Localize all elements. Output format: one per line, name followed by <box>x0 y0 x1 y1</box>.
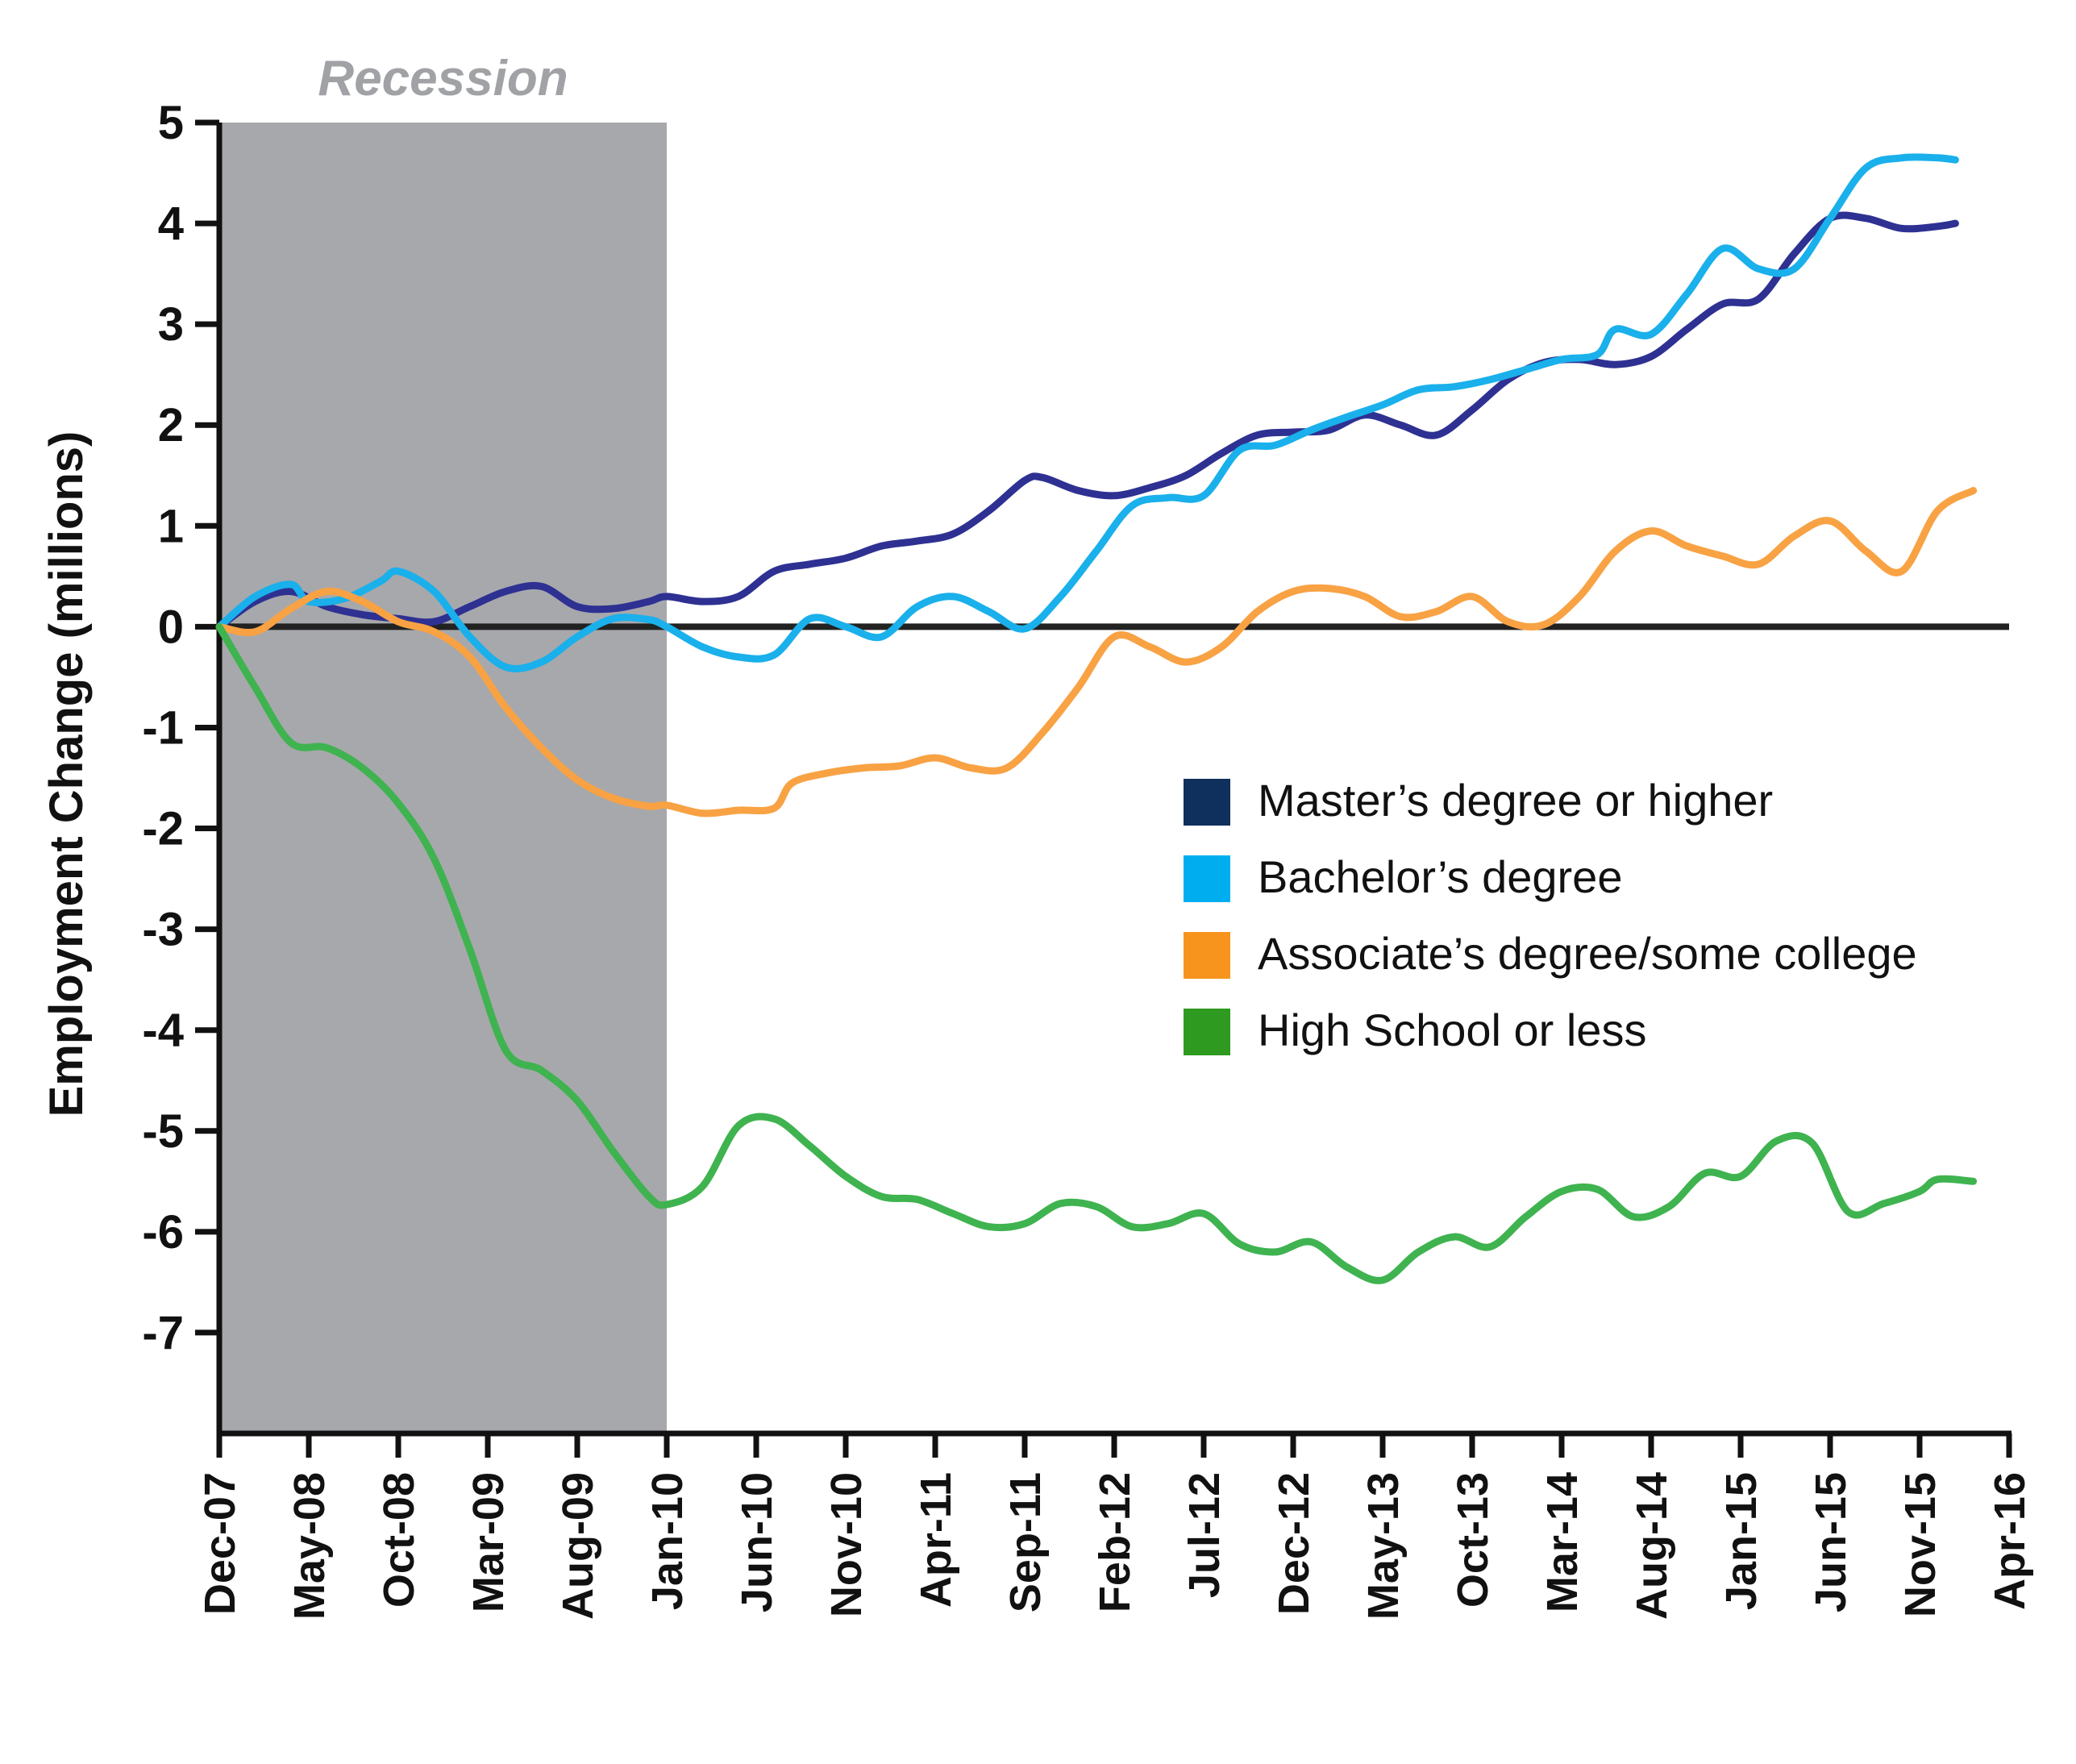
x-tick-label: Jan-10 <box>643 1472 692 1610</box>
legend-entry-label: High School or less <box>1258 1005 1646 1055</box>
legend-entry-label: Master’s degree or higher <box>1258 775 1773 826</box>
recession-layer: Recession <box>219 51 667 1433</box>
x-tick-label: Jan-15 <box>1717 1472 1766 1610</box>
y-tick-label: 0 <box>158 601 184 653</box>
x-tick-label: Dec-12 <box>1270 1472 1318 1615</box>
legend-swatch <box>1184 779 1230 826</box>
x-tick-label: Aug-09 <box>554 1472 602 1620</box>
x-tick-label: Jul-12 <box>1180 1472 1229 1598</box>
legend-swatch <box>1184 1009 1230 1055</box>
y-tick-label: 4 <box>158 198 184 250</box>
x-tick-label: Dec-07 <box>196 1472 244 1615</box>
series-layer <box>215 153 1978 1284</box>
y-tick-label: -3 <box>142 904 184 956</box>
y-tick-label: -4 <box>142 1005 184 1057</box>
recession-label: Recession <box>318 51 568 106</box>
x-axis: Dec-07 May-08 Oct-08 Mar-09 Aug-09 Jan-10 Jun-… <box>196 1430 2034 1620</box>
x-tick-label: Jun-10 <box>733 1472 781 1612</box>
y-axis-label: Employment Change (millions) <box>40 431 93 1117</box>
y-tick-label: 5 <box>158 97 184 149</box>
legend-entry-label: Associate’s degree/some college <box>1258 928 1917 979</box>
legend-swatch <box>1184 855 1230 902</box>
y-tick-label: 3 <box>158 298 184 351</box>
legend-entry-label: Bachelor’s degree <box>1258 851 1622 902</box>
y-tick-label: -1 <box>142 701 184 754</box>
x-tick-label: Mar-14 <box>1538 1472 1587 1612</box>
legend-swatch <box>1184 932 1230 979</box>
x-tick-label: May-13 <box>1359 1472 1408 1620</box>
y-axis: 5 4 3 2 1 0 -1 -2 -3 -4 -5 -6 -7 <box>142 97 223 1438</box>
x-tick-label: Jun-15 <box>1807 1472 1855 1612</box>
x-tick-label: Nov-15 <box>1896 1472 1945 1617</box>
y-tick-label: -7 <box>142 1307 184 1359</box>
x-tick-label: Feb-12 <box>1091 1472 1139 1612</box>
y-tick-label: -2 <box>142 803 184 855</box>
series-line-high-school-or-less <box>215 622 1978 1284</box>
x-tick-label: Sep-11 <box>1001 1472 1050 1612</box>
y-tick-label: 1 <box>158 500 184 552</box>
x-tick-label: Apr-11 <box>912 1472 960 1608</box>
series-line-bachelor-s-degree <box>215 153 1959 672</box>
x-tick-label: Nov-10 <box>822 1472 871 1617</box>
series-line-associate-s-degree-some-college <box>215 487 1978 818</box>
x-tick-label: May-08 <box>285 1472 334 1620</box>
y-tick-label: 2 <box>158 399 184 451</box>
y-tick-label: -6 <box>142 1206 184 1259</box>
x-tick-label: Oct-13 <box>1449 1472 1497 1608</box>
x-tick-label: Apr-16 <box>1986 1472 2034 1610</box>
series-line-master-s-degree-or-higher <box>215 211 1959 630</box>
x-tick-label: Oct-08 <box>375 1472 423 1608</box>
x-tick-label: Aug-14 <box>1628 1472 1676 1620</box>
x-tick-label: Mar-09 <box>464 1472 513 1612</box>
recession-band <box>219 123 667 1433</box>
y-tick-label: -5 <box>142 1105 184 1158</box>
legend: Master’s degree or higher Bachelor’s degr… <box>1184 775 1917 1055</box>
